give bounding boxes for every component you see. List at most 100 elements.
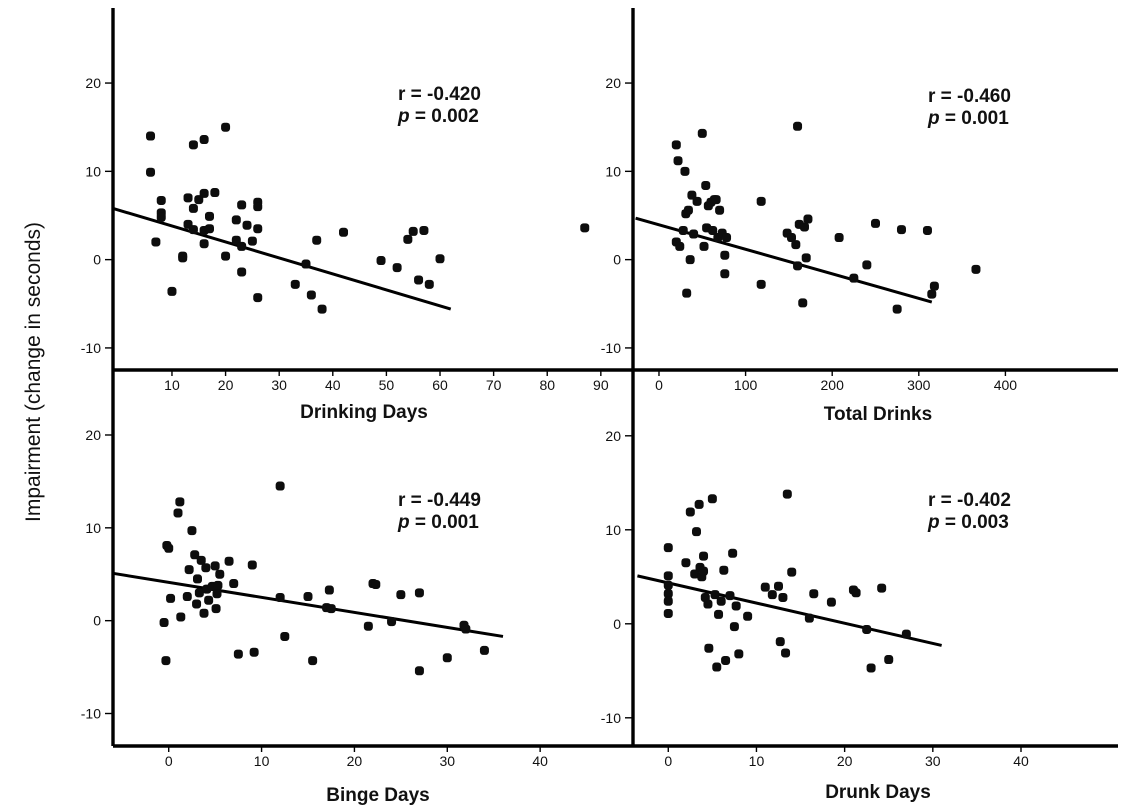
data-point: [690, 569, 700, 579]
stat-r: r = -0.402: [928, 490, 1011, 511]
data-point: [697, 128, 707, 138]
data-point: [678, 225, 688, 235]
y-tick-label: 0: [613, 616, 621, 632]
data-point: [922, 225, 932, 235]
data-point: [199, 239, 209, 249]
data-point: [692, 196, 702, 206]
data-point: [871, 218, 880, 228]
p-letter: p: [397, 106, 410, 127]
data-point: [403, 234, 413, 244]
data-point: [192, 599, 202, 609]
y-tick-label: 20: [85, 427, 101, 443]
data-point: [716, 596, 726, 606]
data-point: [182, 592, 192, 602]
data-point: [193, 574, 202, 584]
p-letter: p: [927, 108, 940, 129]
y-tick-label: 20: [605, 75, 621, 91]
regression-line: [637, 574, 942, 647]
x-tick-label: 20: [347, 753, 363, 769]
data-point: [896, 225, 906, 235]
data-point: [743, 611, 753, 621]
y-axis-label: Impairment (change in seconds): [22, 222, 45, 522]
data-point: [461, 624, 471, 634]
data-point: [782, 489, 792, 499]
data-point: [187, 526, 197, 536]
data-point: [663, 543, 673, 553]
y-tick-label: 10: [85, 163, 101, 179]
data-point: [675, 241, 685, 251]
data-point: [681, 558, 691, 568]
data-point: [760, 582, 770, 592]
data-point: [793, 121, 803, 131]
data-point: [714, 609, 724, 619]
panel-drunk-days: r = -0.402 p = 0.003 Drunk Days -10 0 10 20…: [601, 370, 1118, 803]
x-tick-label: 0: [165, 753, 173, 769]
p-value: = 0.002: [410, 106, 479, 127]
data-point: [167, 286, 177, 296]
data-point: [166, 593, 176, 603]
x-tick-label: 100: [734, 377, 758, 393]
x-axis-label: Total Drinks: [824, 404, 932, 425]
data-point: [275, 592, 285, 602]
data-point: [781, 648, 791, 658]
data-point: [767, 590, 777, 600]
p-letter: p: [397, 512, 410, 533]
x-tick-label: 0: [664, 753, 672, 769]
data-point: [715, 205, 725, 215]
data-point: [188, 140, 198, 150]
data-point: [178, 251, 188, 261]
x-tick-label: 200: [821, 377, 845, 393]
data-point: [442, 653, 452, 663]
data-point: [419, 225, 429, 235]
data-point: [712, 662, 722, 672]
data-point: [901, 629, 911, 639]
data-point: [849, 273, 859, 283]
data-point: [774, 581, 783, 591]
stat-p: p = 0.003: [927, 512, 1009, 533]
data-point: [663, 580, 673, 590]
data-point: [866, 663, 876, 673]
data-point: [146, 167, 156, 177]
data-point: [146, 131, 156, 141]
data-point: [275, 481, 285, 491]
data-point: [699, 241, 709, 251]
data-point: [435, 254, 445, 264]
data-point: [663, 596, 673, 606]
y-tick-label: 0: [93, 252, 101, 268]
panel-binge-days: r = -0.449 p = 0.001 Binge Days -10 0 10 20…: [81, 370, 633, 806]
x-axis-label: Drinking Days: [300, 402, 428, 423]
data-point: [809, 589, 819, 599]
data-point: [363, 621, 373, 631]
x-tick-label: 30: [271, 377, 287, 393]
data-point: [414, 588, 424, 598]
data-point: [725, 591, 735, 601]
x-tick-label: 40: [1013, 753, 1029, 769]
y-tick-label: 20: [605, 428, 621, 444]
data-point: [892, 304, 902, 314]
y-tick-label: -10: [601, 710, 621, 726]
data-point: [834, 233, 844, 243]
regression-line: [112, 571, 504, 638]
regression-line: [112, 206, 452, 311]
y-tick-label: 20: [85, 75, 101, 91]
x-tick-label: 40: [532, 753, 548, 769]
data-point: [775, 637, 785, 647]
data-point: [691, 527, 701, 537]
y-tick-label: -10: [81, 340, 101, 356]
stat-r: r = -0.420: [398, 84, 481, 105]
data-point: [971, 264, 981, 274]
data-point: [694, 499, 704, 509]
data-point: [680, 166, 690, 176]
data-point: [204, 224, 214, 234]
panel-total-drinks: r = -0.460 p = 0.001 Total Drinks -10 0 10…: [601, 8, 1118, 425]
data-point: [479, 645, 489, 655]
x-tick-label: 30: [925, 753, 941, 769]
data-point: [210, 561, 220, 571]
data-point: [308, 656, 318, 666]
stat-r: r = -0.449: [398, 490, 481, 511]
stat-p: p = 0.001: [397, 512, 479, 533]
data-point: [408, 226, 418, 236]
data-point: [199, 135, 209, 145]
data-point: [787, 567, 797, 577]
data-point: [194, 588, 204, 598]
